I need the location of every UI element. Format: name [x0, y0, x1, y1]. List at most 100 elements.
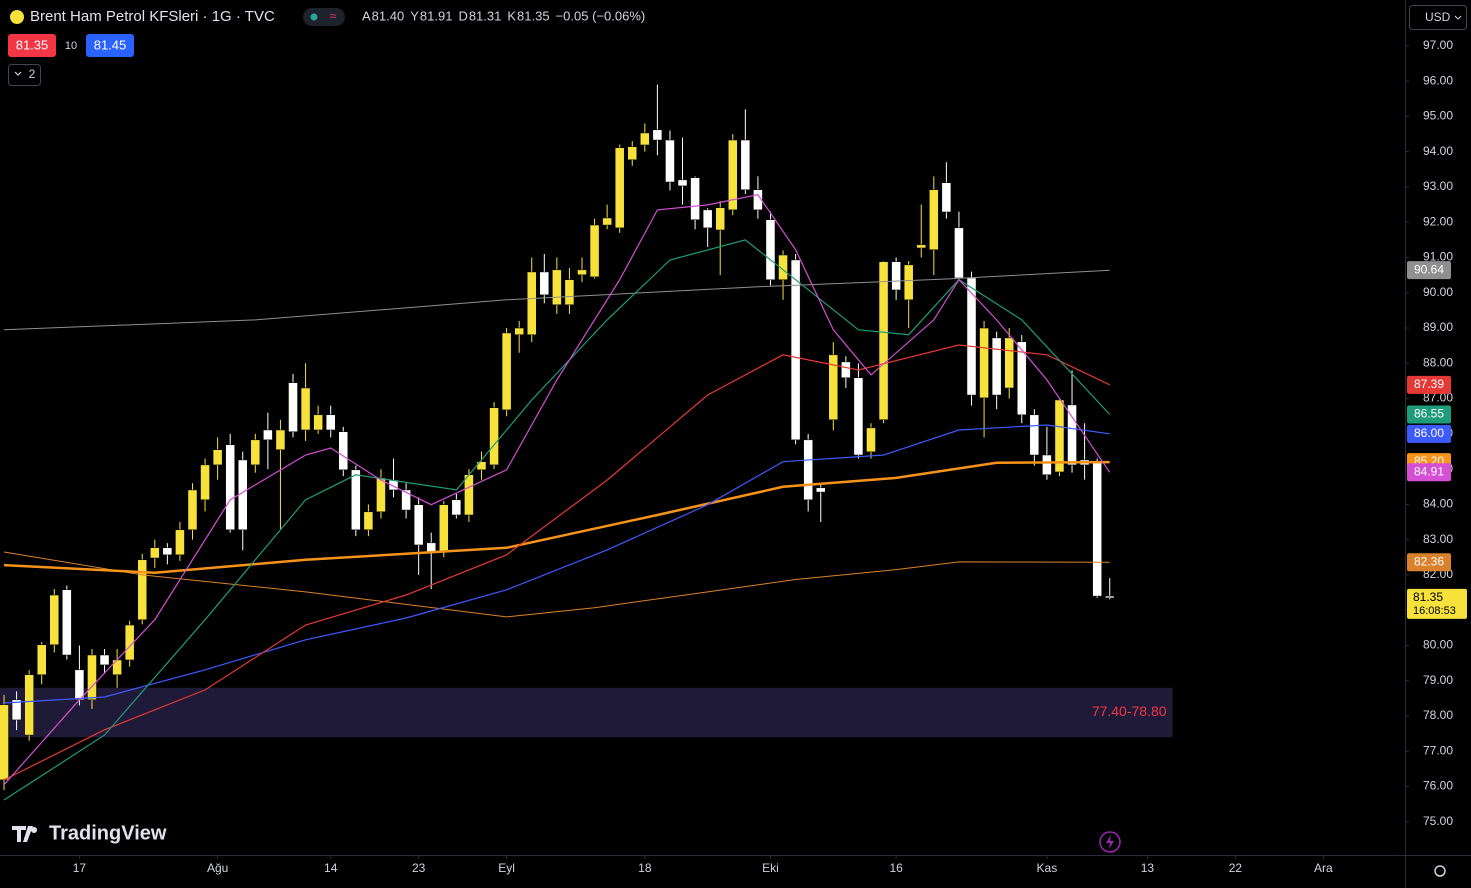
moving-average	[3, 194, 1111, 786]
candle-body	[413, 504, 424, 546]
candle-body	[954, 227, 964, 279]
x-tick-label: 18	[638, 861, 652, 875]
sell-button[interactable]	[8, 34, 56, 57]
candle-body	[363, 511, 374, 531]
market-status	[310, 13, 318, 21]
symbol-icon[interactable]	[10, 10, 24, 24]
plot-area: 77.40-78.80	[0, 84, 1173, 801]
candle-body	[325, 414, 336, 431]
ohlc-value: 81.35	[517, 8, 550, 23]
candle-body	[564, 279, 575, 306]
y-tick-label: 94.00	[1423, 144, 1453, 158]
candle-body	[991, 337, 1002, 396]
candle-body	[212, 449, 223, 466]
candle-body	[627, 146, 638, 161]
candle-body	[866, 427, 876, 453]
price-label-bg	[1407, 424, 1451, 443]
candle-body	[841, 361, 851, 379]
bid[interactable]: 81.35	[16, 37, 49, 52]
indicators-toggle[interactable]	[8, 64, 41, 86]
price-label: 86.55	[1414, 407, 1444, 421]
moving-average	[3, 424, 1110, 704]
candle-body	[929, 189, 939, 250]
candle-body	[124, 624, 135, 661]
price-label: 82.36	[1414, 554, 1444, 568]
status-pill[interactable]	[303, 8, 345, 26]
candle-body	[99, 654, 110, 666]
candle-body	[376, 477, 386, 513]
moving-average	[3, 344, 1110, 781]
x-tick-label: 17	[73, 861, 87, 875]
symbol-title[interactable]: Brent Ham Petrol KFSleri · 1G · TVC	[30, 8, 275, 25]
ohlc-value: 81.91	[420, 8, 453, 23]
candle-body	[501, 332, 512, 411]
candle-body	[112, 659, 122, 676]
candle-body	[753, 189, 763, 211]
candle-body	[87, 654, 97, 701]
x-tick-label: Ara	[1314, 861, 1333, 875]
x-tick-label: 22	[1229, 861, 1243, 875]
candle-body	[338, 431, 349, 471]
candle-body	[765, 219, 776, 280]
candle-body	[1092, 462, 1102, 597]
candle-body	[49, 594, 60, 646]
candle-body	[715, 207, 725, 231]
x-tick-label: 14	[324, 861, 338, 875]
candle-body	[263, 429, 273, 441]
y-tick-label: 77.00	[1423, 743, 1453, 757]
candle-body	[740, 139, 751, 191]
logo-mark	[12, 826, 38, 842]
y-tick-label: 96.00	[1423, 73, 1453, 87]
ohlc-key: D	[458, 8, 467, 23]
logo[interactable]: TradingView	[49, 822, 167, 844]
candle-body	[62, 589, 72, 656]
price-label: 90.64	[1414, 262, 1444, 276]
x-tick-label: 23	[412, 861, 426, 875]
candle-body	[514, 327, 524, 335]
ohlc-value: 81.31	[469, 8, 502, 23]
candle-body	[878, 261, 889, 420]
ask[interactable]: 81.45	[94, 37, 127, 52]
price-label-bg	[1407, 553, 1451, 572]
candle-body	[941, 182, 952, 213]
price-label: 84.91	[1414, 464, 1444, 478]
candle-body	[828, 354, 839, 420]
settings-icon[interactable]	[1434, 865, 1446, 877]
y-tick-label: 90.00	[1423, 285, 1453, 299]
buy-button[interactable]	[86, 34, 134, 57]
candle-body	[526, 271, 537, 335]
candle-body	[250, 439, 261, 466]
chevron-icon	[14, 71, 22, 76]
candle-body	[150, 547, 160, 559]
indicator-count[interactable]: 2	[29, 67, 36, 81]
candle-body	[162, 547, 173, 556]
events-icon[interactable]	[1099, 831, 1121, 853]
currency[interactable]: USD	[1425, 10, 1451, 24]
currency-button[interactable]	[1409, 5, 1467, 30]
ohlc-key: Y	[410, 8, 419, 23]
ohlc-legend: A 81.40 Y 81.91 D 81.31 K 81.35	[362, 8, 550, 23]
candle-body	[577, 269, 587, 276]
lightning-icon	[1106, 835, 1114, 849]
status-icon: ≈	[330, 9, 337, 23]
candle-body	[665, 139, 675, 183]
candle-body	[275, 429, 286, 450]
zone-label: 77.40-78.80	[1092, 703, 1167, 719]
last-price: 81.35	[1413, 590, 1443, 604]
candle-body	[1067, 404, 1077, 466]
moving-average	[3, 551, 1110, 618]
candle-body	[187, 489, 198, 531]
candle-body	[225, 444, 235, 531]
candle-body	[175, 529, 185, 556]
candle-body	[539, 271, 550, 296]
y-tick-label: 80.00	[1423, 638, 1453, 652]
x-tick-label: 16	[889, 861, 903, 875]
x-tick-label: 13	[1141, 861, 1155, 875]
y-tick-label: 84.00	[1423, 497, 1453, 511]
candle-body	[815, 487, 826, 493]
candle-body	[0, 704, 9, 781]
candle-body	[24, 674, 34, 736]
ohlc-key: A	[362, 8, 371, 23]
y-tick-label: 93.00	[1423, 179, 1453, 193]
